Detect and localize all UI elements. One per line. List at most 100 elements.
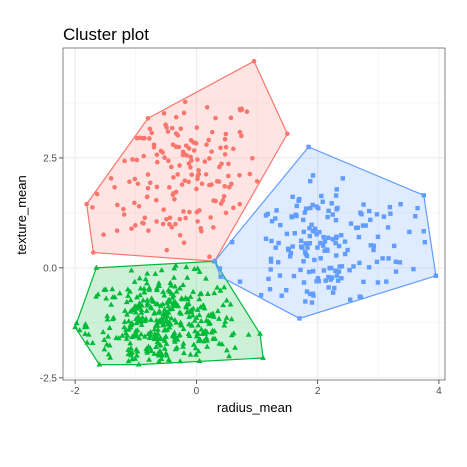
cluster-point [206, 137, 212, 143]
cluster-point [221, 193, 227, 199]
cluster-point [218, 274, 223, 279]
cluster-point [95, 291, 101, 297]
cluster-point [128, 267, 135, 273]
cluster-point [169, 305, 175, 312]
cluster-point [127, 322, 134, 328]
cluster-point [125, 358, 132, 364]
cluster-point [161, 306, 168, 312]
cluster-point [303, 241, 308, 246]
cluster-point [89, 339, 96, 345]
cluster-point [182, 99, 188, 105]
x-tick-label: 4 [436, 386, 442, 397]
cluster-point [177, 285, 183, 291]
cluster-point [413, 214, 418, 219]
cluster-point [136, 203, 142, 209]
cluster-point [194, 265, 201, 271]
cluster-point [141, 153, 146, 159]
cluster-point [145, 185, 151, 191]
cluster-point [173, 221, 178, 227]
cluster-point [103, 295, 110, 301]
cluster-point [144, 270, 151, 276]
cluster-point [161, 292, 168, 298]
cluster-point [336, 269, 342, 274]
cluster-point [156, 358, 162, 364]
cluster-point [172, 316, 178, 323]
cluster-point [134, 327, 141, 333]
cluster-point [204, 343, 211, 349]
cluster-point [307, 226, 312, 231]
cluster-point [123, 335, 130, 341]
cluster-point [308, 178, 313, 184]
cluster-point [186, 161, 192, 166]
cluster-point [330, 212, 335, 217]
cluster-point [339, 276, 344, 281]
cluster-point [306, 269, 312, 275]
cluster-point [197, 336, 204, 342]
cluster-point [332, 285, 337, 291]
cluster-point [273, 216, 278, 221]
cluster-point [181, 110, 187, 116]
cluster-point [142, 215, 148, 221]
cluster-point [187, 293, 194, 299]
cluster-point [105, 333, 111, 339]
cluster-point [212, 259, 217, 264]
cluster-point [143, 315, 149, 321]
cluster-point [130, 157, 135, 162]
cluster-point [207, 254, 212, 260]
cluster-point [196, 268, 203, 274]
cluster-point [133, 320, 140, 326]
cluster-point [197, 291, 203, 297]
cluster-point [154, 338, 161, 345]
cluster-point [195, 157, 200, 162]
cluster-point [304, 289, 310, 294]
cluster-point [304, 253, 310, 259]
cluster-point [360, 223, 366, 228]
cluster-point [176, 309, 183, 315]
cluster-point [287, 254, 293, 259]
cluster-point [214, 284, 221, 290]
cluster-point [356, 234, 362, 240]
cluster-point [211, 289, 218, 296]
cluster-point [184, 274, 191, 280]
cluster-point [314, 279, 319, 284]
cluster-point [175, 172, 181, 177]
cluster-point [320, 243, 326, 248]
cluster-point [153, 343, 159, 350]
cluster-point [205, 312, 212, 318]
cluster-point [211, 198, 216, 203]
cluster-point [141, 333, 148, 339]
cluster-point [138, 321, 145, 327]
cluster-point [250, 156, 255, 161]
cluster-point [152, 270, 159, 276]
cluster-point [223, 347, 230, 353]
cluster-point [147, 136, 152, 141]
cluster-point [221, 284, 228, 290]
cluster-point [223, 297, 230, 303]
cluster-point [191, 148, 197, 153]
cluster-point [298, 267, 303, 273]
cluster-point [359, 212, 364, 217]
cluster-points [72, 58, 439, 367]
cluster-point [164, 247, 170, 253]
cluster-point [192, 345, 199, 351]
cluster-point [183, 264, 190, 270]
cluster-point [94, 191, 100, 197]
cluster-point [181, 209, 186, 214]
cluster-point [134, 348, 141, 354]
cluster-point [385, 225, 391, 230]
cluster-point [294, 203, 299, 209]
cluster-point [345, 247, 350, 253]
cluster-point [355, 225, 360, 230]
cluster-point [268, 259, 274, 264]
cluster-point [129, 226, 134, 231]
cluster-point [196, 296, 203, 302]
cluster-point [237, 279, 243, 284]
cluster-point [192, 328, 198, 334]
cluster-point [245, 331, 252, 337]
cluster-point [154, 152, 160, 158]
cluster-point [223, 131, 229, 137]
cluster-point [211, 313, 217, 319]
cluster-point [144, 349, 151, 355]
cluster-point [298, 238, 304, 243]
cluster-point [179, 182, 185, 187]
